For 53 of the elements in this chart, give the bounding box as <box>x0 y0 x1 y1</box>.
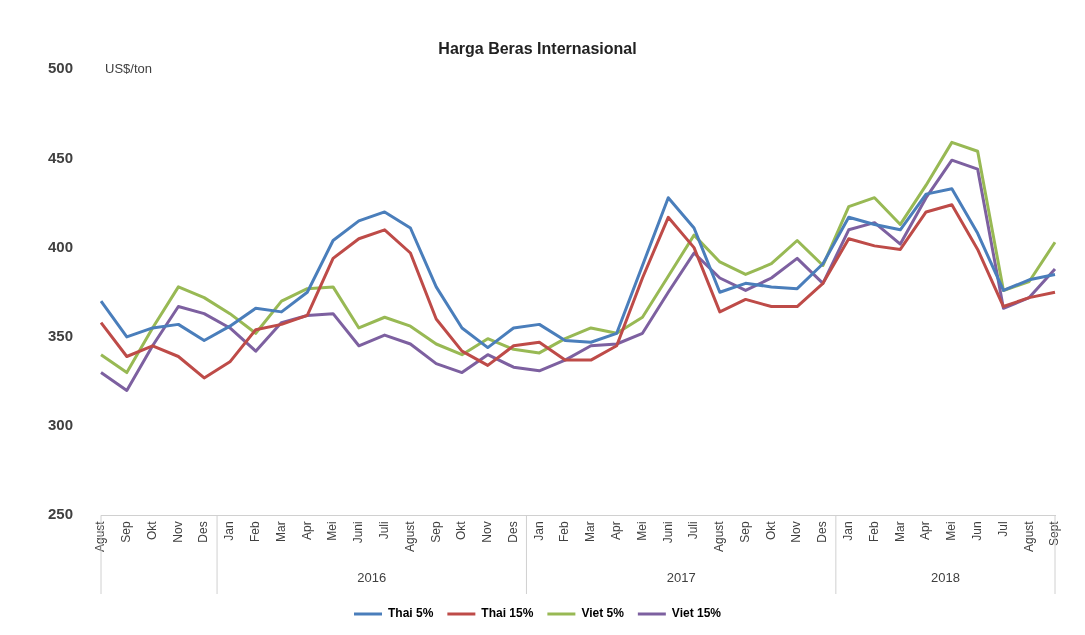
text: 2018 <box>930 569 960 585</box>
x-tick-label: Nov <box>789 521 804 543</box>
x-tick-label: Juni <box>351 521 366 544</box>
x-tick-label: Nov <box>170 521 185 543</box>
x-tick-label: Juli <box>686 521 701 540</box>
x-tick-label: Sep <box>428 521 443 543</box>
x-tick-label: Juni <box>660 521 675 544</box>
chart-title: Harga Beras Internasional <box>438 40 637 58</box>
x-tick-label: Mar <box>273 521 288 542</box>
y-tick-label: 400 <box>48 237 74 255</box>
x-tick-label: Feb <box>248 521 263 542</box>
legend-label: Thai 5% <box>388 606 434 621</box>
x-tick-label: Mar <box>583 521 598 542</box>
legend-label: Viet 5% <box>581 606 625 621</box>
x-tick-label: Agust <box>402 520 417 552</box>
y-tick-label: 450 <box>48 148 74 166</box>
x-tick-label: Sep <box>119 521 134 543</box>
x-tick-label: Mei <box>944 521 959 541</box>
x-tick-label: Mei <box>634 521 649 541</box>
x-tick-label: Des <box>815 521 830 543</box>
text: 2016 <box>357 569 387 585</box>
x-tick-label: Okt <box>454 520 469 540</box>
x-tick-label: Jun <box>969 521 984 541</box>
x-tick-label: Feb <box>557 521 572 542</box>
x-tick-label: Sep <box>737 521 752 543</box>
y-tick-label: 500 <box>48 59 74 77</box>
x-tick-label: Des <box>196 521 211 543</box>
x-tick-label: Jan <box>222 521 237 541</box>
x-tick-label: Okt <box>144 520 159 540</box>
x-tick-label: Apr <box>609 521 623 540</box>
y-tick-label: 300 <box>48 416 74 434</box>
x-tick-label: Sept <box>1047 520 1062 546</box>
x-tick-label: Jan <box>841 521 856 541</box>
x-tick-label: Mar <box>892 521 907 542</box>
y-tick-label: 250 <box>48 505 74 523</box>
y-axis-title: US$/ton <box>105 60 153 76</box>
x-tick-label: Agust <box>712 520 727 552</box>
x-tick-label: Nov <box>480 521 495 543</box>
x-tick-label: Agust <box>93 520 108 552</box>
x-tick-label: Apr <box>918 521 933 540</box>
x-tick-label: Juli <box>376 521 391 540</box>
x-tick-label: Feb <box>866 521 881 542</box>
x-tick-label: Mei <box>325 521 340 541</box>
x-tick-label: Des <box>505 521 520 543</box>
x-tick-label: Apr <box>299 521 314 540</box>
legend-label: Thai 15% <box>481 606 534 621</box>
x-tick-label: Jan <box>531 521 546 541</box>
legend-label: Viet 15% <box>671 606 722 621</box>
text: 2017 <box>666 569 696 585</box>
x-tick-label: Jul <box>995 521 1010 537</box>
x-tick-label: Okt <box>763 520 778 540</box>
y-tick-label: 350 <box>48 327 74 345</box>
x-tick-label: Agust <box>1021 520 1036 552</box>
